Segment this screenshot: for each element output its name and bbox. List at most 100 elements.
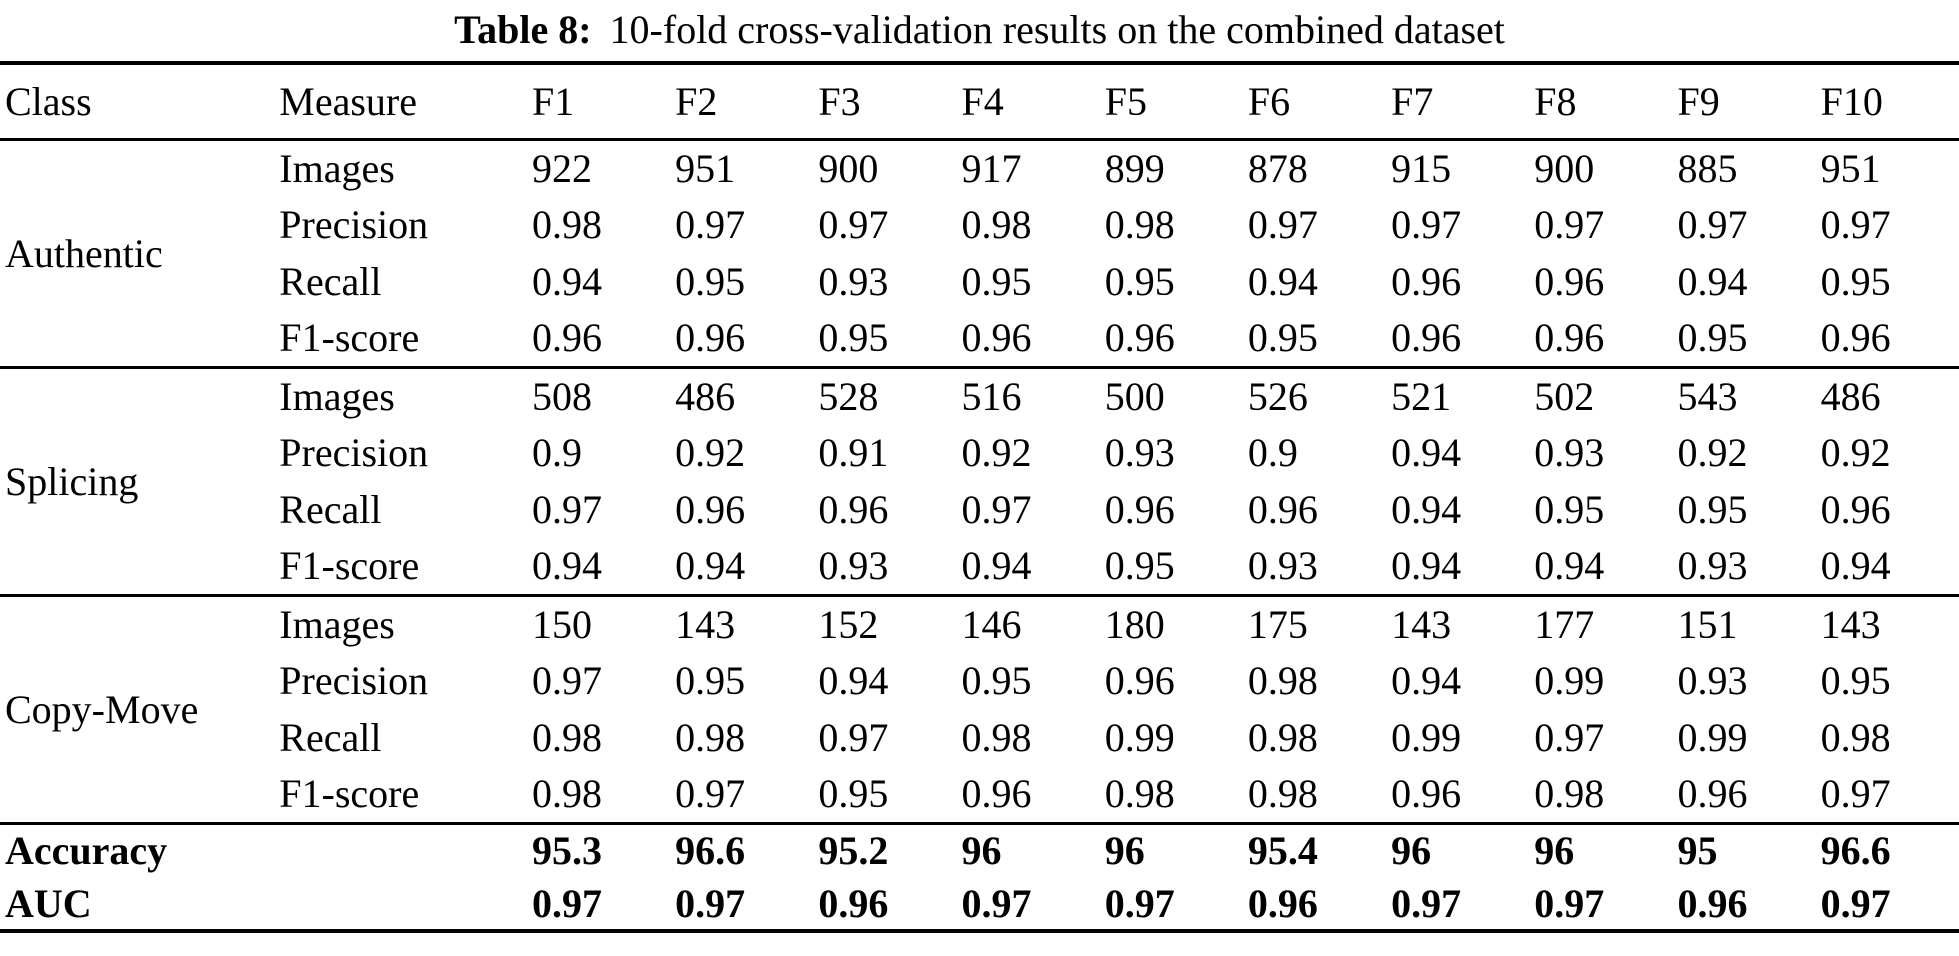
- value-splicing-recall-f8: 0.95: [1534, 487, 1605, 532]
- column-header-f7: F7: [1391, 78, 1434, 124]
- table-row: Splicing Images 508 486 528 516 500 526 521 502 54…: [0, 367, 1959, 504]
- value-splicing-f1-score-f4: 0.94: [961, 543, 1032, 589]
- summary-label-accuracy: Accuracy: [5, 828, 168, 874]
- value-copy-move-precision-f1: 0.97: [531, 658, 602, 703]
- value-authentic-images-f6: 878: [1247, 145, 1308, 191]
- value-authentic-recall-f3: 0.93: [818, 259, 889, 304]
- value-splicing-images-f9: 543: [1677, 373, 1738, 419]
- value-authentic-images-f2: 951: [675, 145, 736, 191]
- summary-section: Accuracy 95.3 96.6 95.2 96 96 95.4 96 96 95 96.6 AU…: [0, 823, 1959, 931]
- value-splicing-images-f7: 521: [1391, 373, 1452, 419]
- value-authentic-precision-f3: 0.97: [818, 202, 889, 247]
- section-authentic: Authentic Images 922 951 900 917 899 878 915 900 8…: [0, 139, 1959, 367]
- value-authentic-precision-f10: 0.97: [1820, 202, 1891, 247]
- value-authentic-recall-f5: 0.95: [1104, 259, 1175, 304]
- section-copy-move: Copy-Move Images 150 143 152 146 180 175 143 177 1…: [0, 595, 1959, 823]
- value-authentic-f1-score-f10: 0.96: [1820, 315, 1891, 361]
- column-header-f9: F9: [1677, 78, 1720, 124]
- summary-value-accuracy-f4: 96: [961, 828, 1002, 874]
- summary-value-auc-f1: 0.97: [531, 880, 602, 926]
- summary-value-accuracy-f8: 96: [1534, 828, 1575, 874]
- value-splicing-f1-score-f8: 0.94: [1534, 543, 1605, 589]
- value-copy-move-images-f10: 143: [1820, 601, 1881, 647]
- table-row: Recall 0.97 0.96 0.96 0.97 0.96 0.96 0.94 0.95 0.…: [0, 481, 1959, 538]
- value-splicing-precision-f9: 0.92: [1677, 430, 1748, 475]
- value-splicing-precision-f7: 0.94: [1391, 430, 1462, 475]
- value-authentic-f1-score-f5: 0.96: [1104, 315, 1175, 361]
- value-splicing-precision-f1: 0.9: [531, 430, 582, 475]
- value-authentic-recall-f2: 0.95: [675, 259, 746, 304]
- value-authentic-recall-f10: 0.95: [1820, 259, 1891, 304]
- summary-row-auc: AUC 0.97 0.97 0.96 0.97 0.97 0.96 0.97 0.97 0.96 0…: [0, 877, 1959, 931]
- value-authentic-recall-f6: 0.94: [1247, 259, 1318, 304]
- value-copy-move-f1-score-f4: 0.96: [961, 771, 1032, 817]
- value-splicing-precision-f3: 0.91: [818, 430, 889, 475]
- value-copy-move-images-f5: 180: [1104, 601, 1165, 647]
- table-caption-number: Table 8:: [454, 7, 592, 52]
- summary-value-accuracy-f7: 96: [1391, 828, 1432, 874]
- summary-value-auc-f8: 0.97: [1534, 880, 1605, 926]
- value-authentic-images-f4: 917: [961, 145, 1022, 191]
- column-header-class: Class: [5, 78, 92, 124]
- value-splicing-f1-score-f3: 0.93: [818, 543, 889, 589]
- summary-value-accuracy-f2: 96.6: [675, 828, 746, 874]
- value-authentic-images-f1: 922: [531, 145, 592, 191]
- value-splicing-precision-f8: 0.93: [1534, 430, 1605, 475]
- value-copy-move-precision-f3: 0.94: [818, 658, 889, 703]
- measure-label-precision: Precision: [279, 658, 429, 703]
- value-splicing-f1-score-f9: 0.93: [1677, 543, 1748, 589]
- table-row: Recall 0.94 0.95 0.93 0.95 0.95 0.94 0.96 0.96 0.…: [0, 253, 1959, 310]
- value-copy-move-f1-score-f6: 0.98: [1247, 771, 1318, 817]
- value-authentic-precision-f6: 0.97: [1247, 202, 1318, 247]
- value-authentic-recall-f1: 0.94: [531, 259, 602, 304]
- value-authentic-precision-f5: 0.98: [1104, 202, 1175, 247]
- value-copy-move-precision-f7: 0.94: [1391, 658, 1462, 703]
- value-copy-move-images-f1: 150: [531, 601, 592, 647]
- measure-label-recall: Recall: [279, 259, 382, 304]
- column-header-f10: F10: [1820, 78, 1883, 124]
- value-copy-move-recall-f2: 0.98: [675, 715, 746, 760]
- value-authentic-recall-f4: 0.95: [961, 259, 1032, 304]
- table-row: Recall 0.98 0.98 0.97 0.98 0.99 0.98 0.99 0.97 0.…: [0, 709, 1959, 766]
- value-copy-move-f1-score-f3: 0.95: [818, 771, 889, 817]
- value-copy-move-recall-f3: 0.97: [818, 715, 889, 760]
- value-copy-move-images-f3: 152: [818, 601, 879, 647]
- measure-label-recall: Recall: [279, 487, 382, 532]
- value-splicing-recall-f7: 0.94: [1391, 487, 1462, 532]
- measure-label-f1-score: F1-score: [279, 543, 420, 589]
- summary-value-auc-f4: 0.97: [961, 880, 1032, 926]
- measure-label-precision: Precision: [279, 202, 429, 247]
- class-label-authentic: Authentic: [5, 230, 163, 276]
- column-header-f2: F2: [675, 78, 718, 124]
- value-splicing-images-f1: 508: [531, 373, 592, 419]
- value-authentic-precision-f7: 0.97: [1391, 202, 1462, 247]
- table-row: F1-score 0.96 0.96 0.95 0.96 0.96 0.95 0.96 0.96…: [0, 310, 1959, 367]
- value-authentic-precision-f9: 0.97: [1677, 202, 1748, 247]
- value-copy-move-precision-f8: 0.99: [1534, 658, 1605, 703]
- value-copy-move-f1-score-f9: 0.96: [1677, 771, 1748, 817]
- value-copy-move-images-f6: 175: [1247, 601, 1308, 647]
- value-splicing-f1-score-f1: 0.94: [531, 543, 602, 589]
- summary-value-auc-f6: 0.96: [1247, 880, 1318, 926]
- value-copy-move-precision-f9: 0.93: [1677, 658, 1748, 703]
- value-splicing-images-f5: 500: [1104, 373, 1165, 419]
- value-splicing-f1-score-f2: 0.94: [675, 543, 746, 589]
- value-splicing-f1-score-f6: 0.93: [1247, 543, 1318, 589]
- summary-value-accuracy-f5: 96: [1104, 828, 1145, 874]
- value-copy-move-recall-f9: 0.99: [1677, 715, 1748, 760]
- table-row: Precision 0.9 0.92 0.91 0.92 0.93 0.9 0.94 0.93 0…: [0, 424, 1959, 481]
- summary-value-accuracy-f6: 95.4: [1247, 828, 1318, 874]
- column-header-f1: F1: [531, 78, 575, 124]
- results-table-header: Class Measure F1 F2 F3 F4 F5 F6 F7 F8 F9 F10: [0, 63, 1959, 139]
- measure-label-precision: Precision: [279, 430, 429, 475]
- value-authentic-f1-score-f2: 0.96: [675, 315, 746, 361]
- value-splicing-images-f4: 516: [961, 373, 1022, 419]
- measure-label-images: Images: [279, 601, 395, 647]
- summary-value-accuracy-f3: 95.2: [818, 828, 889, 874]
- value-copy-move-recall-f5: 0.99: [1104, 715, 1175, 760]
- value-authentic-images-f9: 885: [1677, 145, 1738, 191]
- table-row: Precision 0.98 0.97 0.97 0.98 0.98 0.97 0.97 0.9…: [0, 196, 1959, 253]
- value-copy-move-images-f9: 151: [1677, 601, 1738, 647]
- value-authentic-recall-f7: 0.96: [1391, 259, 1462, 304]
- summary-row-accuracy: Accuracy 95.3 96.6 95.2 96 96 95.4 96 96 95 96.6: [0, 823, 1959, 877]
